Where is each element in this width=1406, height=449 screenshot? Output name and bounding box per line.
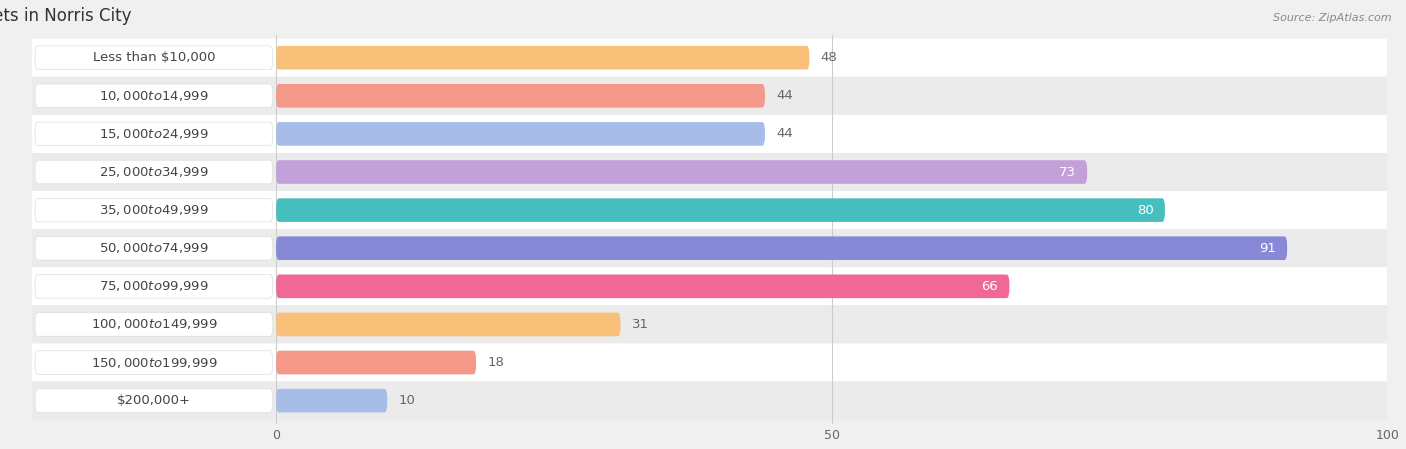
Text: 44: 44: [776, 128, 793, 141]
FancyBboxPatch shape: [27, 267, 1406, 305]
Text: 31: 31: [631, 318, 648, 331]
FancyBboxPatch shape: [27, 153, 1406, 191]
FancyBboxPatch shape: [35, 198, 273, 222]
FancyBboxPatch shape: [27, 305, 1406, 343]
FancyBboxPatch shape: [35, 160, 273, 184]
Text: $50,000 to $74,999: $50,000 to $74,999: [98, 241, 208, 255]
FancyBboxPatch shape: [35, 84, 273, 108]
Text: $25,000 to $34,999: $25,000 to $34,999: [98, 165, 208, 179]
Text: $200,000+: $200,000+: [117, 394, 191, 407]
FancyBboxPatch shape: [276, 198, 1166, 222]
FancyBboxPatch shape: [35, 274, 273, 298]
FancyBboxPatch shape: [276, 274, 1010, 298]
Text: Less than $10,000: Less than $10,000: [93, 51, 215, 64]
Text: $100,000 to $149,999: $100,000 to $149,999: [90, 317, 217, 331]
FancyBboxPatch shape: [35, 351, 273, 374]
Text: 80: 80: [1137, 203, 1154, 216]
FancyBboxPatch shape: [27, 191, 1406, 229]
Text: $150,000 to $199,999: $150,000 to $199,999: [90, 356, 217, 370]
FancyBboxPatch shape: [27, 77, 1406, 115]
Text: 66: 66: [981, 280, 998, 293]
FancyBboxPatch shape: [35, 46, 273, 70]
FancyBboxPatch shape: [276, 389, 387, 413]
Text: Source: ZipAtlas.com: Source: ZipAtlas.com: [1274, 13, 1392, 23]
Text: 91: 91: [1260, 242, 1277, 255]
Text: Household Income Brackets in Norris City: Household Income Brackets in Norris City: [0, 7, 132, 25]
FancyBboxPatch shape: [27, 343, 1406, 382]
FancyBboxPatch shape: [27, 39, 1406, 77]
Text: $15,000 to $24,999: $15,000 to $24,999: [98, 127, 208, 141]
Text: $10,000 to $14,999: $10,000 to $14,999: [98, 89, 208, 103]
FancyBboxPatch shape: [276, 313, 620, 336]
Text: 10: 10: [398, 394, 415, 407]
FancyBboxPatch shape: [35, 313, 273, 336]
FancyBboxPatch shape: [276, 160, 1087, 184]
FancyBboxPatch shape: [35, 122, 273, 146]
Text: $75,000 to $99,999: $75,000 to $99,999: [98, 279, 208, 293]
FancyBboxPatch shape: [27, 229, 1406, 267]
FancyBboxPatch shape: [276, 122, 765, 146]
FancyBboxPatch shape: [276, 46, 810, 70]
Text: 18: 18: [488, 356, 505, 369]
FancyBboxPatch shape: [35, 389, 273, 413]
FancyBboxPatch shape: [27, 382, 1406, 420]
Text: 44: 44: [776, 89, 793, 102]
Text: 73: 73: [1059, 166, 1076, 179]
Text: $35,000 to $49,999: $35,000 to $49,999: [98, 203, 208, 217]
FancyBboxPatch shape: [276, 84, 765, 108]
FancyBboxPatch shape: [35, 237, 273, 260]
FancyBboxPatch shape: [27, 115, 1406, 153]
Text: 48: 48: [821, 51, 837, 64]
FancyBboxPatch shape: [276, 351, 477, 374]
FancyBboxPatch shape: [276, 237, 1286, 260]
